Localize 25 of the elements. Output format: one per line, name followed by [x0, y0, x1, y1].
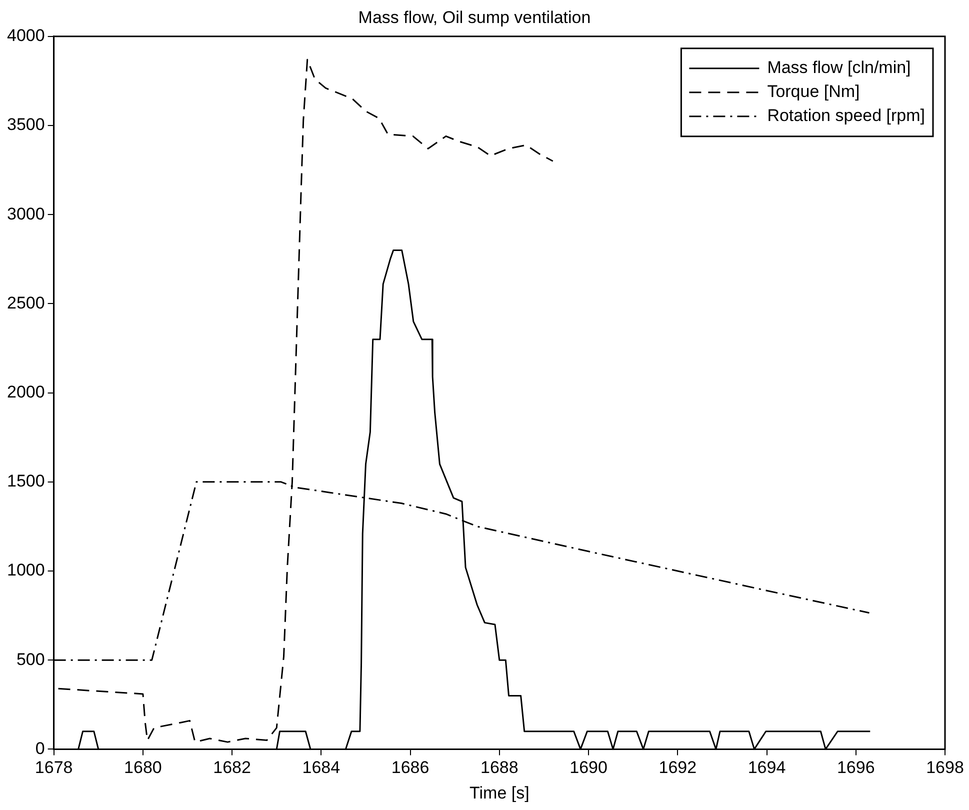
x-tick-label: 1692 — [658, 758, 697, 778]
y-tick-label: 500 — [16, 650, 45, 669]
y-tick-label: 3500 — [6, 115, 45, 134]
x-tick-label: 1678 — [34, 758, 73, 778]
x-tick-label: 1694 — [748, 758, 786, 778]
legend-label: Mass flow [cln/min] — [767, 58, 911, 78]
x-tick-label: 1684 — [302, 758, 340, 778]
x-tick-label: 1698 — [926, 758, 964, 778]
x-axis-title: Time [s] — [469, 783, 530, 802]
y-tick-label: 2500 — [6, 293, 45, 312]
y-tick-label: 3000 — [6, 204, 45, 224]
x-tick-label: 1680 — [124, 758, 162, 778]
legend-label: Rotation speed [rpm] — [767, 106, 926, 126]
x-tick-label: 1686 — [391, 758, 430, 778]
x-tick-label: 1690 — [570, 758, 608, 778]
y-tick-label: 1000 — [6, 560, 45, 580]
x-tick-label: 1682 — [213, 758, 251, 778]
legend-label: Torque [Nm] — [767, 82, 860, 102]
chart-title: Mass flow, Oil sump ventilation — [358, 8, 591, 27]
y-tick-label: 0 — [35, 738, 45, 758]
y-tick-label: 4000 — [6, 26, 45, 46]
y-tick-label: 2000 — [6, 382, 45, 402]
y-tick-label: 1500 — [6, 472, 45, 491]
x-tick-label: 1688 — [480, 758, 518, 778]
x-tick-label: 1696 — [836, 758, 875, 778]
